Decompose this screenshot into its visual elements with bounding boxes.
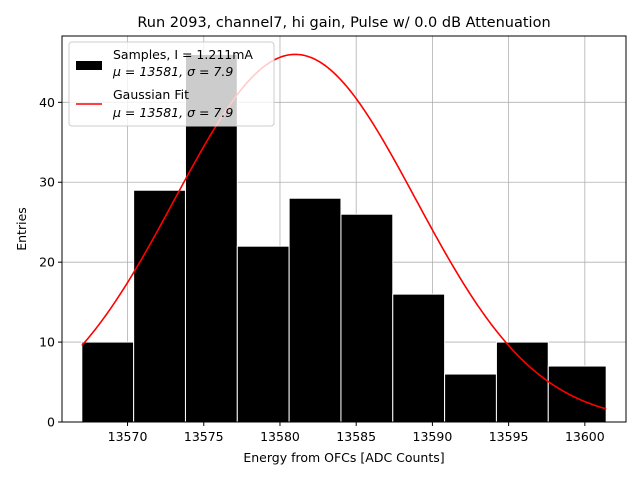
x-tick-label: 13590 [413, 429, 453, 444]
histogram-bar [392, 293, 446, 423]
histogram-bar [133, 189, 186, 423]
x-tick-label: 13585 [336, 429, 376, 444]
legend-stats-samples: μ = 13581, σ = 7.9 [112, 64, 233, 79]
y-tick-label: 40 [39, 95, 55, 110]
y-axis-ticks: 0 10 20 30 40 [39, 95, 62, 430]
y-tick-label: 10 [39, 335, 55, 350]
legend-box [68, 41, 275, 127]
x-tick-label: 13580 [260, 429, 300, 444]
plot-frame [61, 35, 627, 423]
y-tick-label: 0 [47, 415, 55, 430]
x-tick-label: 13600 [565, 429, 605, 444]
legend: Samples, I = 1.211mA μ = 13581, σ = 7.9 … [68, 41, 275, 127]
x-tick-label: 13575 [184, 429, 224, 444]
x-axis-ticks: 13570 13575 13580 13585 13590 13595 13600 [108, 422, 605, 444]
legend-label-fit: Gaussian Fit [113, 87, 189, 102]
histogram-bar [495, 341, 549, 423]
y-tick-label: 20 [39, 255, 55, 270]
x-tick-label: 13570 [108, 429, 148, 444]
histogram-bar [81, 341, 135, 423]
histogram-bar [288, 197, 342, 423]
gaussian-fit-line [81, 53, 607, 410]
legend-label-samples: Samples, I = 1.211mA [113, 47, 253, 62]
legend-stats-fit: μ = 13581, σ = 7.9 [112, 105, 233, 120]
histogram-bar [444, 373, 497, 423]
y-axis-label: Entries [14, 207, 29, 251]
legend-swatch-samples [76, 61, 102, 70]
chart-title: Run 2093, channel7, hi gain, Pulse w/ 0.… [137, 15, 550, 31]
x-tick-label: 13595 [489, 429, 529, 444]
y-tick-label: 30 [39, 175, 55, 190]
histogram-bar [547, 365, 607, 423]
x-axis-label: Energy from OFCs [ADC Counts] [243, 450, 444, 465]
histogram-bar [340, 213, 394, 423]
histogram-bar [236, 245, 290, 423]
